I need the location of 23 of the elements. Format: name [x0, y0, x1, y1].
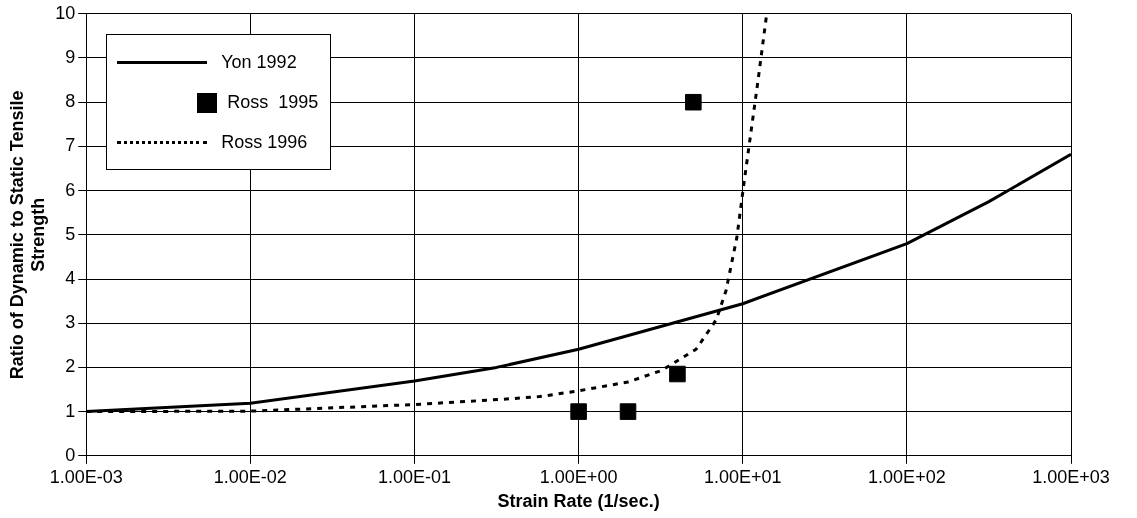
x-axis-title: Strain Rate (1/sec.) [497, 491, 660, 512]
x-tick-label: 1.00E+02 [868, 466, 946, 487]
y-tick-label: 6 [65, 179, 76, 200]
x-tick-label: 1.00E-03 [49, 466, 123, 487]
y-tick-label: 2 [65, 356, 76, 377]
y-axis-title: Ratio of Dynamic to Static Tensile Strength [6, 90, 49, 380]
y-tick-label: 8 [65, 91, 76, 112]
y-tick-label: 10 [55, 2, 76, 23]
y-tick-label: 1 [65, 400, 76, 421]
x-tick-label: 1.00E+00 [539, 466, 618, 487]
x-tick-label: 1.00E+03 [1032, 466, 1110, 487]
x-tick-label: 1.00E-01 [377, 466, 452, 487]
y-tick-label: 9 [65, 46, 76, 67]
legend-label: Ross 1995 [227, 92, 319, 114]
y-tick-label: 3 [65, 312, 76, 333]
x-tick-label: 1.00E+01 [703, 466, 782, 487]
x-tick-label: 1.00E-02 [213, 466, 287, 487]
y-tick-label: 5 [65, 223, 76, 244]
y-tick-label: 7 [65, 135, 76, 156]
legend-label: Ross 1996 [221, 132, 308, 154]
legend-label: Yon 1992 [221, 52, 297, 74]
y-tick-label: 0 [65, 444, 76, 465]
y-tick-label: 4 [65, 267, 76, 288]
